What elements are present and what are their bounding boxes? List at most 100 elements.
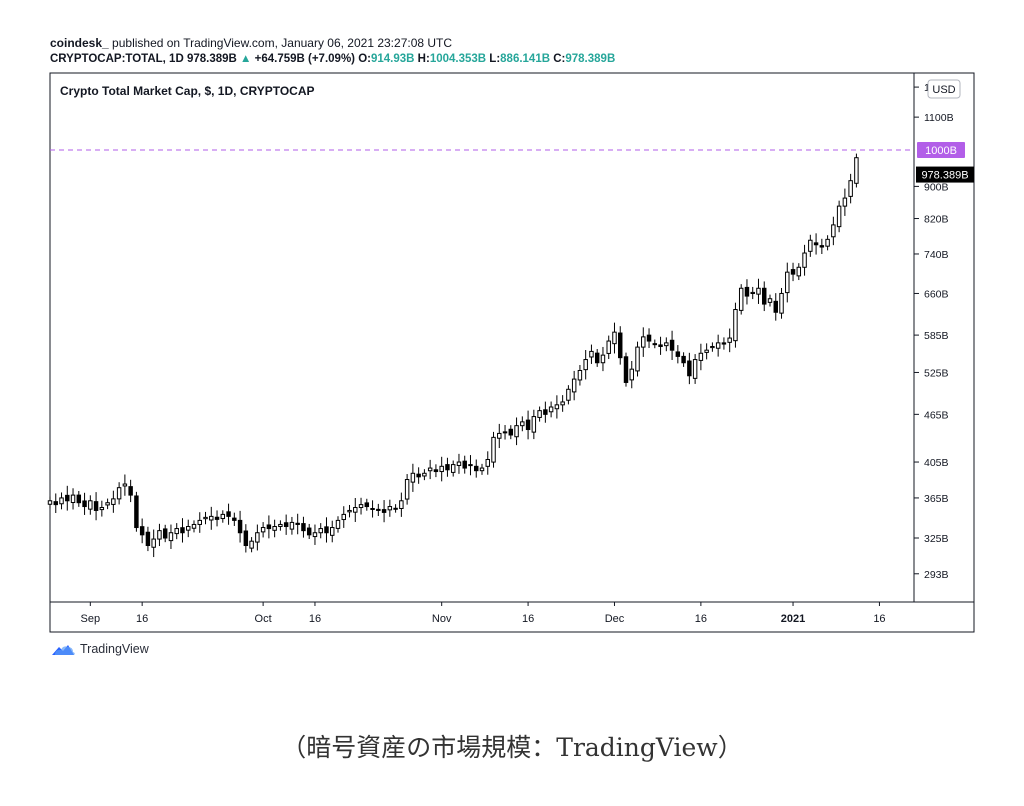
candle[interactable]	[341, 506, 346, 528]
candle[interactable]	[376, 503, 381, 517]
candle[interactable]	[324, 517, 329, 543]
candle[interactable]	[474, 459, 479, 478]
candle[interactable]	[462, 455, 467, 474]
candle[interactable]	[283, 514, 289, 535]
candle[interactable]	[514, 417, 519, 446]
candle[interactable]	[180, 518, 185, 543]
candle[interactable]	[831, 216, 836, 246]
candle[interactable]	[422, 469, 427, 481]
candle[interactable]	[433, 464, 439, 478]
candle[interactable]	[618, 326, 623, 365]
candle[interactable]	[629, 360, 634, 389]
candle[interactable]	[520, 416, 525, 432]
candle[interactable]	[168, 524, 174, 549]
candle[interactable]	[191, 520, 197, 533]
candle[interactable]	[278, 520, 283, 531]
candle[interactable]	[508, 425, 514, 440]
candle[interactable]	[485, 451, 490, 475]
candle[interactable]	[76, 490, 82, 507]
candle[interactable]	[370, 500, 375, 518]
time-axis[interactable]	[49, 601, 975, 633]
candle[interactable]	[571, 370, 577, 401]
candle[interactable]	[658, 336, 663, 355]
candle[interactable]	[220, 510, 226, 523]
candle[interactable]	[560, 395, 565, 412]
candle[interactable]	[416, 467, 421, 484]
candle[interactable]	[157, 523, 162, 547]
candle[interactable]	[70, 488, 76, 510]
candle[interactable]	[790, 262, 796, 282]
candle[interactable]	[53, 493, 58, 514]
candle[interactable]	[358, 497, 364, 515]
candle[interactable]	[543, 401, 548, 423]
candle[interactable]	[209, 506, 214, 530]
candle[interactable]	[301, 516, 306, 538]
candle[interactable]	[808, 234, 813, 257]
candle[interactable]	[151, 529, 156, 558]
candle[interactable]	[237, 510, 243, 543]
candle[interactable]	[796, 263, 802, 281]
plot-area[interactable]	[49, 72, 915, 603]
candle[interactable]	[577, 365, 583, 386]
candle[interactable]	[174, 523, 179, 540]
price-axis[interactable]	[913, 72, 975, 603]
candle[interactable]	[399, 492, 404, 517]
candle[interactable]	[497, 423, 502, 449]
candle[interactable]	[312, 524, 318, 545]
candle[interactable]	[404, 474, 410, 505]
candle[interactable]	[669, 330, 675, 360]
candle[interactable]	[65, 485, 70, 511]
candle[interactable]	[785, 262, 790, 303]
candle[interactable]	[468, 455, 473, 476]
candle[interactable]	[128, 479, 133, 503]
candle[interactable]	[836, 200, 842, 233]
tradingview-logo[interactable]: TradingView	[50, 641, 149, 657]
candle[interactable]	[249, 537, 254, 553]
candle[interactable]	[756, 278, 761, 304]
candle[interactable]	[842, 188, 848, 216]
candle[interactable]	[548, 401, 554, 418]
candle[interactable]	[306, 523, 312, 539]
candle[interactable]	[583, 350, 588, 380]
candle[interactable]	[88, 495, 93, 515]
candle[interactable]	[289, 516, 295, 535]
candle[interactable]	[623, 352, 629, 387]
candle[interactable]	[813, 233, 819, 255]
candle[interactable]	[134, 491, 139, 532]
currency-button[interactable]: USD	[927, 79, 961, 99]
candle[interactable]	[82, 492, 87, 515]
candle[interactable]	[762, 281, 767, 312]
candle[interactable]	[750, 286, 755, 300]
candle[interactable]	[738, 284, 744, 315]
candle[interactable]	[594, 349, 600, 367]
candle[interactable]	[502, 425, 508, 440]
candlestick-chart[interactable]: Crypto Total Market Cap, $, 1D, CRYPTOCA…	[0, 0, 1024, 640]
candle[interactable]	[99, 500, 105, 517]
candle[interactable]	[111, 490, 116, 513]
candle[interactable]	[456, 453, 462, 474]
candle[interactable]	[347, 504, 352, 518]
candle[interactable]	[704, 343, 709, 360]
candle[interactable]	[427, 459, 433, 480]
candle[interactable]	[773, 293, 778, 321]
candle[interactable]	[664, 337, 669, 352]
candle[interactable]	[681, 352, 686, 367]
candle[interactable]	[612, 322, 617, 354]
candle[interactable]	[410, 463, 416, 492]
candle[interactable]	[779, 287, 784, 319]
candle[interactable]	[687, 352, 692, 385]
candle[interactable]	[122, 474, 128, 496]
candle[interactable]	[393, 504, 398, 513]
publisher-name[interactable]: coindesk_	[50, 36, 109, 50]
candle[interactable]	[692, 354, 698, 384]
candle[interactable]	[214, 510, 220, 527]
candle[interactable]	[848, 173, 853, 204]
candle[interactable]	[445, 457, 450, 477]
candle[interactable]	[59, 492, 64, 510]
candle[interactable]	[364, 498, 370, 511]
candle[interactable]	[698, 343, 704, 371]
candle[interactable]	[479, 463, 485, 475]
candle[interactable]	[330, 520, 335, 543]
candle[interactable]	[162, 524, 168, 543]
candle[interactable]	[767, 294, 773, 307]
